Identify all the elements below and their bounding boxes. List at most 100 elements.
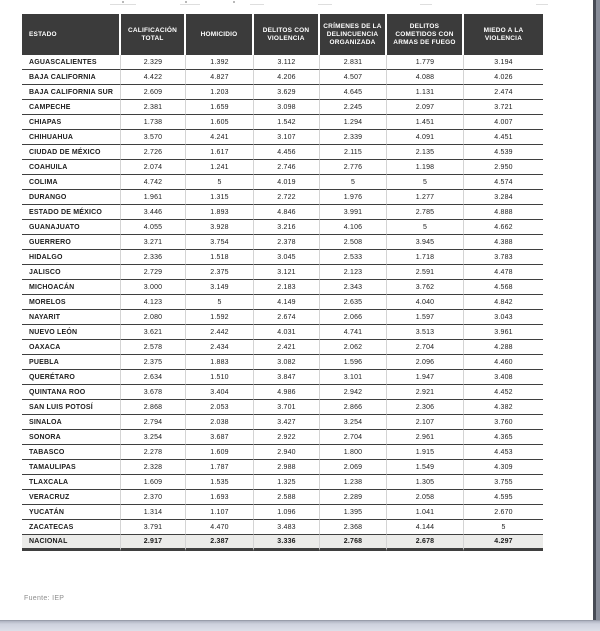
- cell-value: 4.846: [254, 205, 320, 220]
- table-row: AGUASCALIENTES 2.329 1.392 3.112 2.831 1.779 3…: [22, 55, 543, 70]
- cell-value: 2.381: [121, 100, 186, 115]
- source-note: Fuente: IEP: [24, 595, 65, 602]
- cell-value: 2.776: [320, 160, 387, 175]
- table-row: COLIMA 4.742 5 4.019 5 5 4.574: [22, 175, 543, 190]
- cell-value: 3.404: [186, 385, 254, 400]
- cell-value: 3.991: [320, 205, 387, 220]
- cell-value: 3.945: [387, 235, 464, 250]
- cell-estado: VERACRUZ: [22, 490, 121, 505]
- cell-estado: CAMPECHE: [22, 100, 121, 115]
- cell-value: 1.893: [186, 205, 254, 220]
- table-row: SAN LUIS POTOSÍ 2.868 2.053 3.701 2.866 2.306…: [22, 400, 543, 415]
- cell-value: 2.421: [254, 340, 320, 355]
- cell-value: 2.831: [320, 55, 387, 70]
- table-row: TAMAULIPAS 2.328 1.787 2.988 2.069 1.549 4.309: [22, 460, 543, 475]
- cell-value: 1.976: [320, 190, 387, 205]
- cell-value: 4.309: [464, 460, 543, 475]
- window-bottom-strip: [0, 620, 600, 631]
- cell-value: 1.510: [186, 370, 254, 385]
- cell-value: 2.635: [320, 295, 387, 310]
- cell-estado: COLIMA: [22, 175, 121, 190]
- cell-value: 1.315: [186, 190, 254, 205]
- cell-value: 1.314: [121, 505, 186, 520]
- table-row: GUERRERO 3.271 3.754 2.378 2.508 3.945 4.388: [22, 235, 543, 250]
- cell-value: 4.365: [464, 430, 543, 445]
- cell-estado: AGUASCALIENTES: [22, 55, 121, 70]
- cell-value: 2.704: [387, 340, 464, 355]
- cell-estado: ESTADO DE MÉXICO: [22, 205, 121, 220]
- cell-value: 4.645: [320, 85, 387, 100]
- cell-value: 2.746: [254, 160, 320, 175]
- cell-value: 1.961: [121, 190, 186, 205]
- cell-value: 3.194: [464, 55, 543, 70]
- cell-value: 2.950: [464, 160, 543, 175]
- cell-value: 2.868: [121, 400, 186, 415]
- cell-estado: SINALOA: [22, 415, 121, 430]
- cell-value: 4.842: [464, 295, 543, 310]
- cell-value: 3.271: [121, 235, 186, 250]
- cell-value: 1.915: [387, 445, 464, 460]
- cell-value: 4.539: [464, 145, 543, 160]
- column-header: ESTADO: [22, 14, 121, 55]
- cell-value: 3.101: [320, 370, 387, 385]
- cropped-text-remnant: [318, 4, 332, 5]
- cell-value: 1.277: [387, 190, 464, 205]
- table-row: ESTADO DE MÉXICO 3.446 1.893 4.846 3.991 2.78…: [22, 205, 543, 220]
- cell-value: 2.678: [387, 535, 464, 551]
- cell-estado: DURANGO: [22, 190, 121, 205]
- cell-value: 1.107: [186, 505, 254, 520]
- cell-value: 3.045: [254, 250, 320, 265]
- table-row: CHIAPAS 1.738 1.605 1.542 1.294 1.451 4.007: [22, 115, 543, 130]
- cell-estado: QUINTANA ROO: [22, 385, 121, 400]
- table-row: CHIHUAHUA 3.570 4.241 3.107 2.339 4.091 4.451: [22, 130, 543, 145]
- cell-value: 2.038: [186, 415, 254, 430]
- cell-value: 5: [387, 175, 464, 190]
- cell-value: 1.294: [320, 115, 387, 130]
- cell-value: 2.053: [186, 400, 254, 415]
- cell-value: 2.387: [186, 535, 254, 551]
- cell-value: 3.336: [254, 535, 320, 551]
- cell-estado: MORELOS: [22, 295, 121, 310]
- cell-value: 2.375: [186, 265, 254, 280]
- cell-value: 2.726: [121, 145, 186, 160]
- cell-value: 4.452: [464, 385, 543, 400]
- table-row: MICHOACÁN 3.000 3.149 2.183 2.343 3.762 4.568: [22, 280, 543, 295]
- cell-value: 2.961: [387, 430, 464, 445]
- column-header: CALIFICACIÓN TOTAL: [121, 14, 186, 55]
- cell-value: 2.866: [320, 400, 387, 415]
- cell-estado: CHIHUAHUA: [22, 130, 121, 145]
- cell-value: 5: [464, 520, 543, 535]
- table-row: NUEVO LEÓN 3.621 2.442 4.031 4.741 3.513 3.961: [22, 325, 543, 340]
- cell-value: 1.605: [186, 115, 254, 130]
- table-row: DURANGO 1.961 1.315 2.722 1.976 1.277 3.284: [22, 190, 543, 205]
- cell-value: 2.329: [121, 55, 186, 70]
- cell-estado: TLAXCALA: [22, 475, 121, 490]
- cell-value: 4.144: [387, 520, 464, 535]
- cell-value: 4.742: [121, 175, 186, 190]
- cell-value: 2.066: [320, 310, 387, 325]
- cell-value: 4.662: [464, 220, 543, 235]
- table-row: YUCATÁN 1.314 1.107 1.096 1.395 1.041 2.670: [22, 505, 543, 520]
- cell-value: 2.922: [254, 430, 320, 445]
- cell-value: 3.284: [464, 190, 543, 205]
- cell-value: 3.678: [121, 385, 186, 400]
- cell-value: 4.123: [121, 295, 186, 310]
- cell-value: 3.427: [254, 415, 320, 430]
- cell-value: 3.000: [121, 280, 186, 295]
- cell-value: 4.388: [464, 235, 543, 250]
- cell-value: 2.306: [387, 400, 464, 415]
- cell-value: 2.370: [121, 490, 186, 505]
- cell-value: 2.591: [387, 265, 464, 280]
- cell-value: 1.542: [254, 115, 320, 130]
- cell-value: 4.827: [186, 70, 254, 85]
- cell-value: 5: [186, 295, 254, 310]
- cell-value: 2.080: [121, 310, 186, 325]
- cell-value: 1.609: [186, 445, 254, 460]
- table-row: TABASCO 2.278 1.609 2.940 1.800 1.915 4.453: [22, 445, 543, 460]
- cell-value: 4.422: [121, 70, 186, 85]
- table-row: PUEBLA 2.375 1.883 3.082 1.596 2.096 4.460: [22, 355, 543, 370]
- cropped-text-remnant: [420, 4, 432, 5]
- cell-estado: JALISCO: [22, 265, 121, 280]
- cell-value: 4.288: [464, 340, 543, 355]
- cell-estado: GUERRERO: [22, 235, 121, 250]
